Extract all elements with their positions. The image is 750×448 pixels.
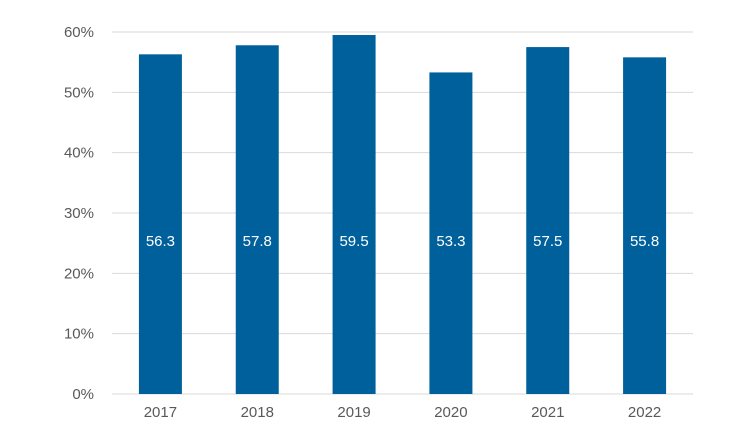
x-axis-category-labels: 2017 2018 2019 2020 2021 2022 <box>144 404 662 421</box>
data-label-2018: 57.8 <box>243 233 272 250</box>
bar-2017 <box>138 54 182 394</box>
data-labels: 56.3 57.8 59.5 53.3 57.5 55.8 <box>146 233 659 250</box>
bar-2021 <box>526 47 570 394</box>
bars <box>138 35 667 395</box>
y-axis-tick-labels: 0% 10% 20% 30% 40% 50% 60% <box>64 24 94 403</box>
data-label-2021: 57.5 <box>533 233 562 250</box>
data-label-2022: 55.8 <box>630 233 659 250</box>
x-category-label-2021: 2021 <box>531 404 564 421</box>
y-tick-label: 40% <box>64 145 94 162</box>
y-tick-label: 20% <box>64 265 94 282</box>
x-category-label-2019: 2019 <box>337 404 370 421</box>
bar-2020 <box>429 72 473 394</box>
data-label-2019: 59.5 <box>339 233 368 250</box>
data-label-2020: 53.3 <box>436 233 465 250</box>
y-tick-label: 10% <box>64 326 94 343</box>
bar-2019 <box>332 35 376 395</box>
y-tick-label: 60% <box>64 24 94 41</box>
x-category-label-2017: 2017 <box>144 404 177 421</box>
bar-2022 <box>623 57 667 395</box>
x-category-label-2018: 2018 <box>241 404 274 421</box>
x-category-label-2020: 2020 <box>434 404 467 421</box>
y-tick-label: 50% <box>64 84 94 101</box>
data-label-2017: 56.3 <box>146 233 175 250</box>
bar-2018 <box>235 45 279 394</box>
x-category-label-2022: 2022 <box>628 404 661 421</box>
y-tick-label: 0% <box>72 386 94 403</box>
gridlines <box>112 31 693 395</box>
y-tick-label: 30% <box>64 205 94 222</box>
